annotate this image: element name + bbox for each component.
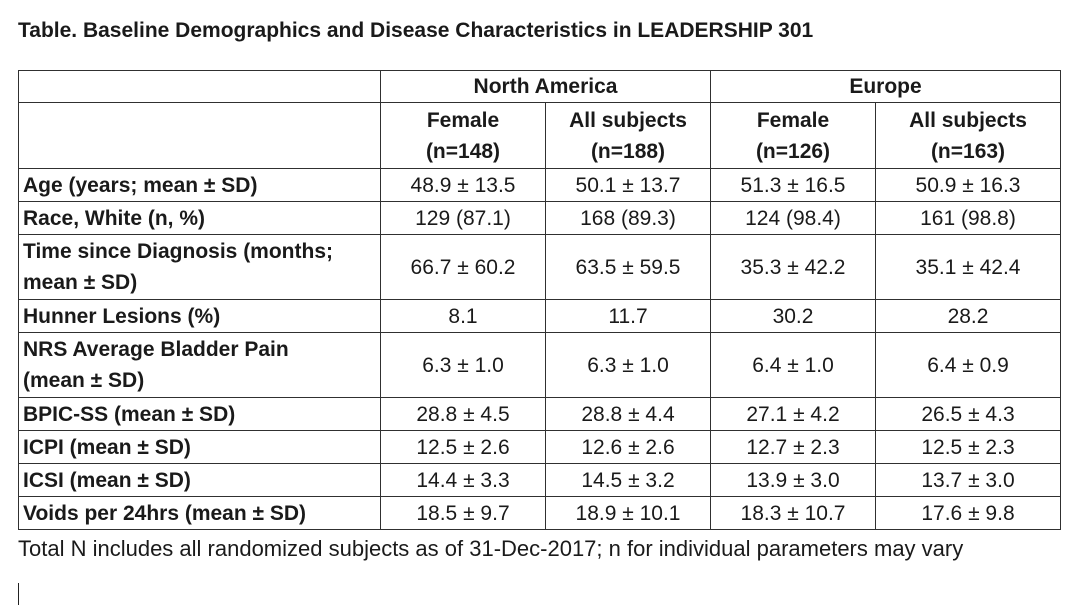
row-label: Voids per 24hrs (mean ± SD) — [18, 496, 381, 530]
row-age: Age (years; mean ± SD) 48.9 ± 13.5 50.1 … — [18, 168, 1061, 202]
row-hunner-lesions: Hunner Lesions (%) 8.1 11.7 30.2 28.2 — [18, 299, 1061, 333]
value-cell: 8.1 — [380, 299, 546, 333]
value-cell: 14.5 ± 3.2 — [545, 463, 711, 497]
value-cell: 13.7 ± 3.0 — [875, 463, 1061, 497]
text-cursor — [18, 583, 19, 605]
value-cell: 63.5 ± 59.5 — [545, 234, 711, 300]
row-label: Time since Diagnosis (months; mean ± SD) — [18, 234, 381, 300]
value-cell: 30.2 — [710, 299, 876, 333]
group-header-row: North America Europe — [18, 70, 1061, 103]
value-cell: 14.4 ± 3.3 — [380, 463, 546, 497]
value-cell: 12.5 ± 2.3 — [875, 430, 1061, 464]
row-label: Hunner Lesions (%) — [18, 299, 381, 333]
row-label: ICPI (mean ± SD) — [18, 430, 381, 464]
group-header-north-america: North America — [380, 70, 711, 103]
value-cell: 12.5 ± 2.6 — [380, 430, 546, 464]
value-cell: 26.5 ± 4.3 — [875, 397, 1061, 431]
value-cell: 28.8 ± 4.4 — [545, 397, 711, 431]
row-icsi: ICSI (mean ± SD) 14.4 ± 3.3 14.5 ± 3.2 1… — [18, 463, 1061, 497]
value-cell: 18.5 ± 9.7 — [380, 496, 546, 530]
row-time-since-diagnosis: Time since Diagnosis (months; mean ± SD)… — [18, 234, 1061, 300]
value-cell: 27.1 ± 4.2 — [710, 397, 876, 431]
row-bpic-ss: BPIC-SS (mean ± SD) 28.8 ± 4.5 28.8 ± 4.… — [18, 397, 1061, 431]
row-label: ICSI (mean ± SD) — [18, 463, 381, 497]
row-icpi: ICPI (mean ± SD) 12.5 ± 2.6 12.6 ± 2.6 1… — [18, 430, 1061, 464]
value-cell: 13.9 ± 3.0 — [710, 463, 876, 497]
value-cell: 6.4 ± 0.9 — [875, 332, 1061, 398]
value-cell: 51.3 ± 16.5 — [710, 168, 876, 202]
table-footnote: Total N includes all randomized subjects… — [18, 536, 964, 561]
row-label: BPIC-SS (mean ± SD) — [18, 397, 381, 431]
value-cell: 18.3 ± 10.7 — [710, 496, 876, 530]
value-cell: 11.7 — [545, 299, 711, 333]
column-header-north-america-female: Female (n=148) — [380, 102, 546, 169]
value-cell: 35.3 ± 42.2 — [710, 234, 876, 300]
value-cell: 50.9 ± 16.3 — [875, 168, 1061, 202]
column-header-north-america-all-subjects: All subjects (n=188) — [545, 102, 711, 169]
value-cell: 17.6 ± 9.8 — [875, 496, 1061, 530]
column-header-europe-all-subjects: All subjects (n=163) — [875, 102, 1061, 169]
header-corner-cell — [18, 102, 381, 169]
value-cell: 161 (98.8) — [875, 201, 1061, 235]
row-nrs-average-bladder-pain: NRS Average Bladder Pain (mean ± SD) 6.3… — [18, 332, 1061, 398]
group-header-europe: Europe — [710, 70, 1061, 103]
header-corner-cell — [18, 70, 381, 103]
value-cell: 50.1 ± 13.7 — [545, 168, 711, 202]
value-cell: 28.8 ± 4.5 — [380, 397, 546, 431]
row-label: NRS Average Bladder Pain (mean ± SD) — [18, 332, 381, 398]
row-race-white: Race, White (n, %) 129 (87.1) 168 (89.3)… — [18, 201, 1061, 235]
row-voids-per-24hrs: Voids per 24hrs (mean ± SD) 18.5 ± 9.7 1… — [18, 496, 1061, 530]
value-cell: 28.2 — [875, 299, 1061, 333]
value-cell: 35.1 ± 42.4 — [875, 234, 1061, 300]
value-cell: 18.9 ± 10.1 — [545, 496, 711, 530]
value-cell: 124 (98.4) — [710, 201, 876, 235]
row-label: Race, White (n, %) — [18, 201, 381, 235]
value-cell: 12.7 ± 2.3 — [710, 430, 876, 464]
demographics-table: North America Europe Female (n=148) All … — [18, 70, 1061, 530]
value-cell: 6.3 ± 1.0 — [380, 332, 546, 398]
value-cell: 48.9 ± 13.5 — [380, 168, 546, 202]
column-header-europe-female: Female (n=126) — [710, 102, 876, 169]
value-cell: 129 (87.1) — [380, 201, 546, 235]
value-cell: 168 (89.3) — [545, 201, 711, 235]
row-label: Age (years; mean ± SD) — [18, 168, 381, 202]
value-cell: 6.3 ± 1.0 — [545, 332, 711, 398]
value-cell: 66.7 ± 60.2 — [380, 234, 546, 300]
value-cell: 6.4 ± 1.0 — [710, 332, 876, 398]
value-cell: 12.6 ± 2.6 — [545, 430, 711, 464]
page-title: Table. Baseline Demographics and Disease… — [18, 19, 814, 42]
column-header-row: Female (n=148) All subjects (n=188) Fema… — [18, 102, 1061, 169]
